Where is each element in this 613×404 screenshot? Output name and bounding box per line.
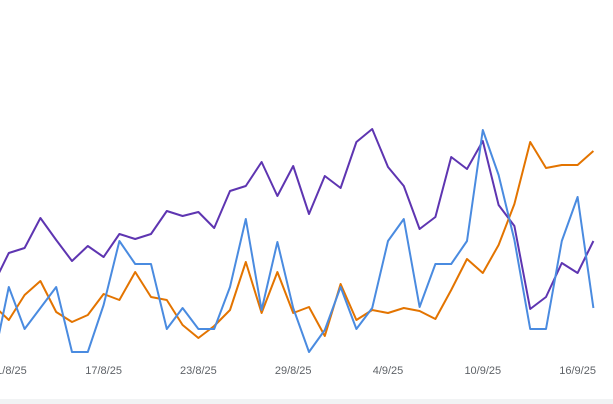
x-tick-label: 23/8/25 [180, 365, 217, 377]
series-line [0, 141, 595, 339]
plot [0, 128, 595, 353]
bottom-strip [0, 399, 613, 404]
x-tick-label: 17/8/25 [85, 365, 122, 377]
x-tick-label: 4/9/25 [373, 365, 404, 377]
x-axis: 11/8/25 17/8/25 23/8/25 29/8/25 4/9/25 10/9/2… [0, 365, 596, 377]
x-tick-label: 11/8/25 [0, 365, 27, 377]
series-line [0, 128, 595, 310]
x-tick-label: 29/8/25 [275, 365, 312, 377]
series-line [0, 129, 595, 353]
x-tick-label: 16/9/25 [559, 365, 596, 377]
x-tick-label: 10/9/25 [464, 365, 501, 377]
